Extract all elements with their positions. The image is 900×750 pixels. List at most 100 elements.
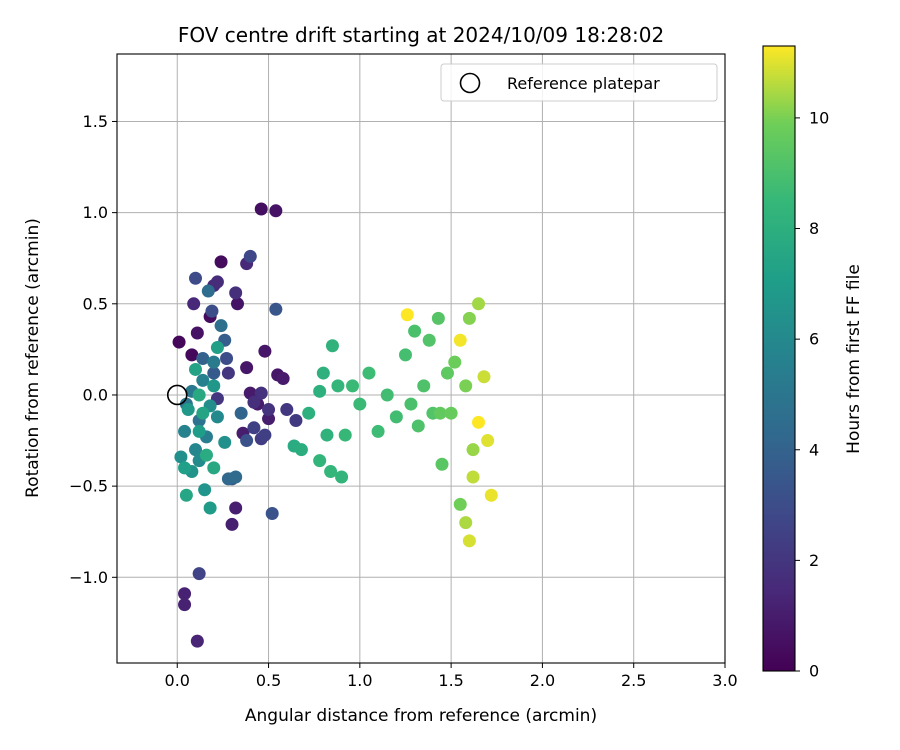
scatter-point (411, 419, 425, 433)
colorbar-tick-label: 4 (809, 440, 819, 459)
scatter-point (189, 362, 203, 376)
scatter-point (254, 386, 268, 400)
scatter-point (221, 366, 235, 380)
scatter-point (417, 379, 431, 393)
scatter-point (276, 372, 290, 386)
scatter-point (380, 388, 394, 402)
scatter-point (353, 397, 367, 411)
scatter-point (262, 403, 276, 417)
scatter-point (243, 249, 257, 263)
scatter-point (313, 454, 327, 468)
scatter-point (178, 598, 192, 612)
scatter-point (240, 434, 254, 448)
scatter-point (229, 470, 243, 484)
colorbar-tick-label: 10 (809, 108, 829, 127)
scatter-point (453, 333, 467, 347)
scatter-point (302, 406, 316, 420)
reference-platepar-marker (166, 384, 188, 406)
y-tick-label: −1.0 (69, 568, 108, 587)
scatter-point (201, 284, 215, 298)
scatter-point (484, 488, 498, 502)
scatter-point (189, 271, 203, 285)
scatter-point (459, 516, 473, 530)
scatter-point (262, 412, 276, 426)
scatter-point (205, 304, 219, 318)
scatter-point (185, 348, 199, 362)
legend: Reference platepar (440, 63, 718, 102)
scatter-point (422, 333, 436, 347)
scatter-point (207, 461, 221, 475)
scatter-point (214, 319, 228, 333)
y-tick-label: 1.5 (83, 112, 108, 131)
colorbar-tick-label: 0 (809, 662, 819, 681)
scatter-point (269, 302, 283, 316)
scatter-point (207, 379, 221, 393)
x-axis-ticks: 0.0 0.5 1.0 1.5 2.0 2.5 3.0 (165, 663, 738, 690)
scatter-point (338, 428, 352, 442)
x-tick-label: 0.0 (165, 671, 190, 690)
scatter-point (435, 457, 449, 471)
y-tick-label: 0.5 (83, 294, 108, 313)
colorbar: 0 2 4 6 8 10 Hours from first FF file (762, 45, 864, 681)
scatter-point (258, 428, 272, 442)
scatter-point (265, 506, 279, 520)
scatter-point (192, 388, 206, 402)
scatter-point (331, 379, 345, 393)
scatter-point (280, 403, 294, 417)
x-tick-label: 1.0 (347, 671, 372, 690)
colorbar-tick-label: 6 (809, 330, 819, 349)
plot-frame (116, 53, 726, 664)
scatter-point (192, 424, 206, 438)
scatter-point (440, 366, 454, 380)
scatter-point (196, 352, 210, 365)
x-tick-label: 3.0 (712, 671, 737, 690)
chart-title: FOV centre drift starting at 2024/10/09 … (178, 23, 664, 47)
scatter-point (220, 352, 234, 365)
scatter-point (313, 384, 327, 398)
scatter-point (178, 461, 192, 475)
scatter-point (316, 366, 330, 380)
scatter-point (247, 395, 261, 409)
colorbar-tick-label: 2 (809, 551, 819, 570)
scatter-point (192, 567, 206, 581)
scatter-point (477, 370, 491, 384)
scatter-point (466, 470, 480, 484)
scatter-point (481, 434, 495, 448)
scatter-point (325, 339, 339, 353)
scatter-point (172, 335, 186, 349)
x-tick-label: 2.0 (530, 671, 555, 690)
scatter-point (214, 255, 228, 269)
colorbar-gradient (762, 45, 796, 672)
scatter-point (371, 424, 385, 438)
scatter-point (178, 587, 192, 601)
scatter-point (289, 413, 303, 427)
scatter-point (254, 202, 268, 216)
legend-entry-label: Reference platepar (507, 74, 660, 93)
scatter-point (269, 204, 283, 218)
scatter-point (187, 297, 201, 311)
scatter-point (210, 275, 224, 289)
scatter-point (335, 470, 349, 484)
legend-box (440, 63, 718, 102)
scatter-point (218, 435, 232, 449)
y-tick-label: 0.0 (83, 385, 108, 404)
scatter-point (459, 379, 473, 393)
scatter-point (398, 348, 412, 362)
colorbar-tick-label: 8 (809, 219, 819, 238)
scatter-point (207, 366, 221, 380)
grid-lines (117, 54, 726, 663)
scatter-point (181, 403, 195, 417)
scatter-point (207, 355, 221, 369)
x-tick-label: 2.5 (621, 671, 646, 690)
scatter-point (431, 311, 445, 325)
scatter-point (196, 406, 210, 420)
scatter-point (362, 366, 376, 380)
y-tick-label: −0.5 (69, 477, 108, 496)
scatter-point (225, 517, 239, 531)
y-tick-label: 1.0 (83, 203, 108, 222)
scatter-point (404, 397, 418, 411)
scatter-point (462, 311, 476, 325)
y-axis-ticks: −1.0 −0.5 0.0 0.5 1.0 1.5 (69, 112, 117, 587)
scatter-point (324, 465, 338, 479)
